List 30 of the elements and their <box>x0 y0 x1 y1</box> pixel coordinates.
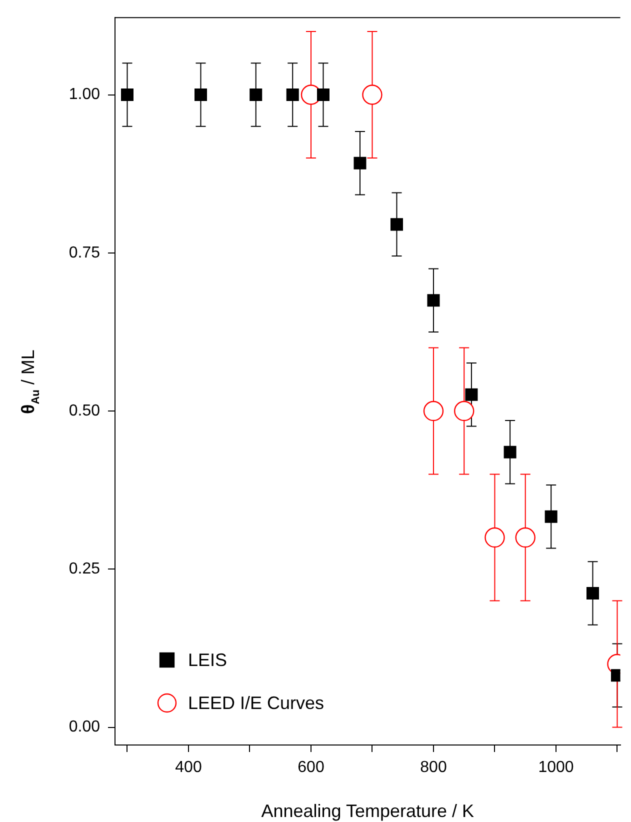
point <box>354 156 366 170</box>
point <box>484 527 505 548</box>
x-axis-title: Annealing Temperature / K <box>261 801 474 821</box>
x-tick-label: 1000 <box>538 759 574 776</box>
point <box>586 586 599 600</box>
x-tick-label: 800 <box>420 759 447 776</box>
legend-label: LEIS <box>188 650 228 670</box>
point <box>194 88 208 102</box>
point <box>454 400 474 422</box>
y-tick-label: 0.50 <box>68 402 100 420</box>
legend-label: LEED I/E Curves <box>188 692 324 713</box>
point <box>120 88 134 102</box>
point <box>390 218 403 231</box>
y-tick-label: 1.00 <box>68 86 100 104</box>
point <box>250 88 262 102</box>
point <box>427 294 440 307</box>
x-tick-label: 600 <box>298 759 324 776</box>
y-axis-title: θAu / ML <box>18 350 42 414</box>
point <box>286 88 299 102</box>
x-tick-label: 400 <box>175 759 202 776</box>
point <box>515 527 536 548</box>
point <box>423 400 444 422</box>
y-tick-label: 0.75 <box>68 244 100 262</box>
y-tick-label: 0.00 <box>68 718 100 736</box>
point <box>316 88 330 102</box>
point <box>465 388 478 401</box>
point <box>544 510 558 523</box>
point <box>504 446 516 458</box>
y-tick-label: 0.25 <box>68 560 100 578</box>
point <box>362 84 382 105</box>
